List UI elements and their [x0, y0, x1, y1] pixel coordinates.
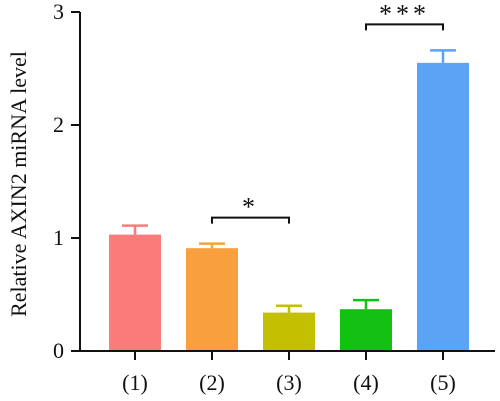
significance-label-1: * [242, 193, 259, 222]
y-tick-label-3: 3 [53, 0, 64, 24]
significance-label-2: *** [379, 0, 430, 28]
bar-2 [186, 248, 238, 351]
bar-4 [340, 309, 392, 351]
y-tick-label-1: 1 [53, 225, 64, 250]
x-tick-label-3: (3) [276, 370, 302, 395]
significance-bracket-2 [365, 23, 444, 31]
bar-1 [109, 234, 161, 351]
bar-3 [263, 312, 315, 351]
y-axis-title: Relative AXIN2 miRNA level [6, 51, 31, 317]
y-tick-label-2: 2 [53, 112, 64, 137]
y-tick-label-0: 0 [53, 338, 64, 363]
x-tick-label-5: (5) [430, 370, 456, 395]
significance-bracket-1 [211, 216, 290, 224]
x-tick-label-2: (2) [199, 370, 225, 395]
x-tick-label-4: (4) [353, 370, 379, 395]
x-tick-label-1: (1) [122, 370, 148, 395]
bar-5 [417, 62, 469, 351]
